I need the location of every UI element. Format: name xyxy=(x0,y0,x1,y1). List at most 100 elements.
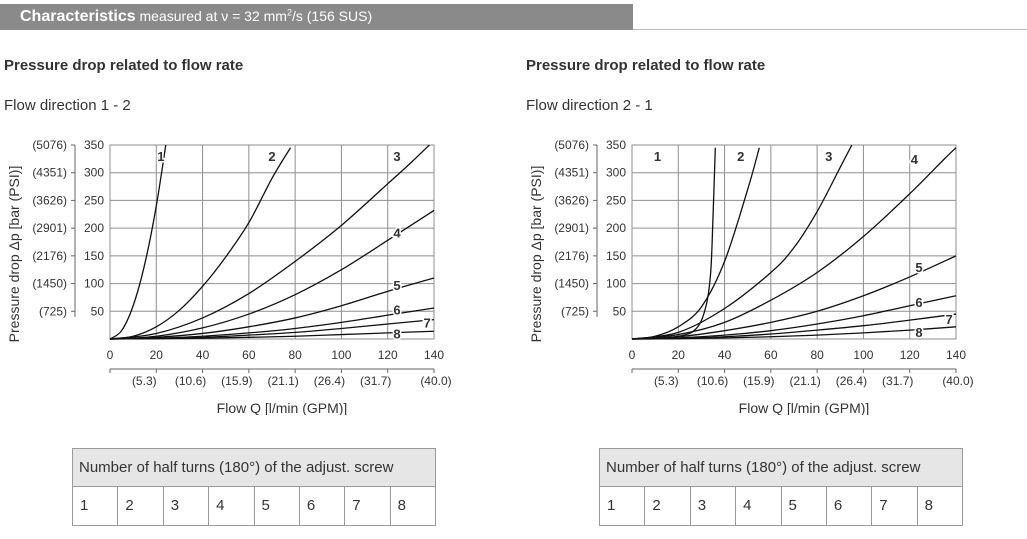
plot-frame xyxy=(109,144,435,340)
x-tick-label: 0 xyxy=(629,348,636,362)
y-tick-label: 200 xyxy=(84,221,104,235)
curve-label-2: 2 xyxy=(268,149,275,164)
x-tick-label: 120 xyxy=(378,348,398,362)
table-cell: 5 xyxy=(780,487,826,525)
y-tick-label: 300 xyxy=(84,166,104,180)
series-line-4 xyxy=(631,147,957,340)
chart-title: Pressure drop related to flow rate xyxy=(526,57,766,74)
x-tick-label: 20 xyxy=(672,348,686,362)
table-cell: 4 xyxy=(735,487,780,525)
y-tick-label-psi: (725) xyxy=(561,304,589,318)
x-tick-label: 60 xyxy=(242,348,256,362)
table-cell: 1 xyxy=(607,497,616,514)
x-tick-label: 100 xyxy=(331,348,351,362)
curve-label-3: 3 xyxy=(825,149,832,164)
y-tick-label-psi: (2176) xyxy=(32,249,67,263)
x-tick-label: 140 xyxy=(946,348,966,362)
table-cell: 6 xyxy=(825,487,871,525)
curve-label-8: 8 xyxy=(393,326,400,341)
table-cell: 2 xyxy=(644,487,689,525)
x-tick-label: 80 xyxy=(288,348,302,362)
x-tick-label-gpm: (5.3) xyxy=(132,374,157,388)
chart-panel-1-2: Pressure drop related to flow rate Flow … xyxy=(4,57,452,526)
y-tick-label: 350 xyxy=(606,138,626,152)
table-cell: 8 xyxy=(389,487,435,525)
series-line-1 xyxy=(109,145,167,340)
header-title: Characteristics xyxy=(20,8,136,25)
curve-label-8: 8 xyxy=(915,325,922,340)
x-tick-label-gpm: (5.3) xyxy=(654,374,679,388)
table-cell: 1 xyxy=(80,497,89,514)
curve-label-5: 5 xyxy=(915,260,922,275)
table-cell: 8 xyxy=(916,487,962,525)
y-tick-label-psi: (2901) xyxy=(554,221,589,235)
series-line-3 xyxy=(109,145,430,340)
y-tick-label: 200 xyxy=(606,221,626,235)
y-tick-label: 250 xyxy=(606,193,626,207)
series-line-4 xyxy=(109,209,435,340)
x-tick-label: 140 xyxy=(424,348,444,362)
curve-label-6: 6 xyxy=(915,295,922,310)
y-tick-label-psi: (2176) xyxy=(554,249,589,263)
table-cell: 7 xyxy=(344,487,389,525)
table-header: Number of half turns (180°) of the adjus… xyxy=(73,449,435,487)
x-tick-label-gpm: (21.1) xyxy=(789,374,820,388)
x-tick-label-gpm: (10.6) xyxy=(697,374,728,388)
table-cell: 4 xyxy=(208,487,253,525)
x-tick-label-gpm: (10.6) xyxy=(175,374,206,388)
plot-frame xyxy=(631,144,957,340)
header-subtitle: measured at ν = 32 mm2/s (156 SUS) xyxy=(135,7,373,24)
curve-label-4: 4 xyxy=(393,226,401,241)
pressure-drop-chart-1: 50(725)100(1450)150(2176)200(2901)250(36… xyxy=(6,138,452,415)
table-row: 1 2 3 4 5 6 7 8 xyxy=(73,487,435,525)
table-row: 1 2 3 4 5 6 7 8 xyxy=(600,487,962,525)
series-line-2 xyxy=(631,147,760,340)
curve-label-3: 3 xyxy=(393,149,400,164)
series-line-1 xyxy=(631,147,716,340)
x-tick-label: 20 xyxy=(150,348,164,362)
curve-label-1: 1 xyxy=(654,149,661,164)
x-tick-label: 40 xyxy=(196,348,210,362)
table-cell: 5 xyxy=(253,487,299,525)
chart-subtitle: Flow direction 2 - 1 xyxy=(526,97,653,114)
x-tick-label-gpm: (21.1) xyxy=(267,374,298,388)
pressure-drop-chart-2: 50(725)100(1450)150(2176)200(2901)250(36… xyxy=(528,138,974,415)
y-tick-label-psi: (5076) xyxy=(554,138,589,152)
x-tick-label: 100 xyxy=(853,348,873,362)
y-tick-label-psi: (4351) xyxy=(32,166,67,180)
y-tick-label: 250 xyxy=(84,193,104,207)
y-tick-label-psi: (3626) xyxy=(32,193,67,207)
y-axis-title: Pressure drop Δp [bar (PSI)] xyxy=(528,166,544,343)
x-tick-label-gpm: (15.9) xyxy=(743,374,774,388)
table-cell: 7 xyxy=(871,487,916,525)
x-tick-label-gpm: (31.7) xyxy=(882,374,913,388)
section-title: Characteristics measured at ν = 32 mm2/s… xyxy=(20,8,372,26)
curve-label-5: 5 xyxy=(393,278,400,293)
half-turns-table: Number of half turns (180°) of the adjus… xyxy=(599,448,963,526)
curve-label-6: 6 xyxy=(393,303,400,318)
x-tick-label-gpm: (26.4) xyxy=(836,374,867,388)
y-tick-label: 150 xyxy=(84,249,104,263)
y-axis-title: Pressure drop Δp [bar (PSI)] xyxy=(6,166,22,343)
x-axis-title: Flow Q [l/min (GPM)] xyxy=(217,400,348,415)
x-axis-title: Flow Q [l/min (GPM)] xyxy=(739,400,870,415)
y-tick-label: 100 xyxy=(84,277,104,291)
x-tick-label: 0 xyxy=(107,348,114,362)
y-tick-label-psi: (5076) xyxy=(32,138,67,152)
table-cell: 3 xyxy=(689,487,735,525)
y-tick-label: 100 xyxy=(606,277,626,291)
chart-subtitle: Flow direction 1 - 2 xyxy=(4,97,131,114)
y-tick-label-psi: (725) xyxy=(39,304,67,318)
y-tick-label: 150 xyxy=(606,249,626,263)
curve-label-7: 7 xyxy=(423,315,430,330)
series-line-2 xyxy=(109,147,292,340)
table-header: Number of half turns (180°) of the adjus… xyxy=(600,449,962,487)
y-tick-label-psi: (3626) xyxy=(554,193,589,207)
x-tick-label: 120 xyxy=(900,348,920,362)
x-tick-label-gpm: (40.0) xyxy=(420,374,451,388)
y-tick-label: 350 xyxy=(84,138,104,152)
series-line-3 xyxy=(631,145,853,340)
y-tick-label-psi: (1450) xyxy=(32,277,67,291)
series-line-5 xyxy=(109,277,435,340)
table-cell: 6 xyxy=(298,487,344,525)
